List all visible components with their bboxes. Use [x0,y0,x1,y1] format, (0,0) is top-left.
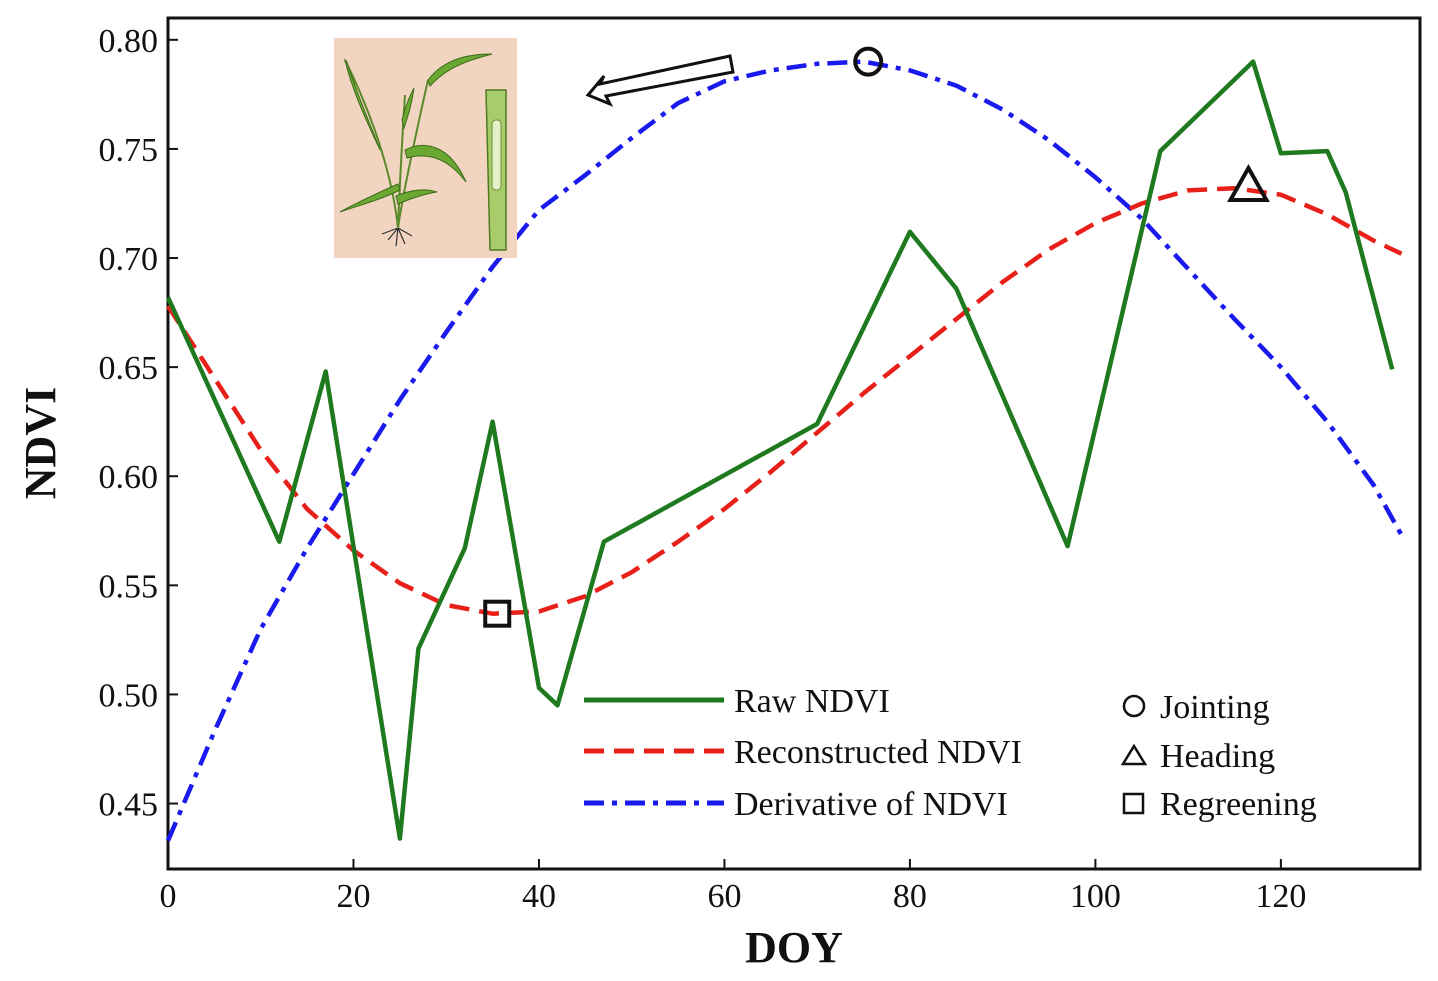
legend-square-icon [1122,792,1145,815]
plot-frame [166,16,1422,871]
plant-leaves [339,53,493,213]
legend-label-derivative: Derivative of NDVI [734,786,1008,823]
y-tick-label: 0.80 [99,23,159,60]
pointer-arrow [585,54,735,107]
x-axis-title: DOY [745,923,843,972]
legend-circle-icon [1122,694,1146,718]
y-tick-label: 0.75 [99,132,159,169]
raw-ndvi-line [165,59,1395,841]
legend-label-reconstructed: Reconstructed NDVI [734,734,1022,771]
x-tick-label: 60 [707,878,741,915]
x-tick-label: 100 [1070,878,1121,915]
y-tick-label: 0.65 [99,350,159,387]
plant-stems [344,59,429,229]
y-tick-label: 0.70 [99,241,159,278]
legend-label-regreening: Regreening [1160,786,1317,823]
x-tick-label: 40 [522,878,556,915]
legend-label-jointing: Jointing [1160,689,1270,726]
legend: Raw NDVI Reconstructed NDVI Derivative o… [584,683,1317,823]
x-tick-label: 0 [160,878,177,915]
y-tick-label: 0.60 [99,459,159,496]
stem-cross-section [485,89,507,251]
x-axis-ticks: 0 20 40 60 80 100 120 [160,859,1306,915]
legend-triangle-icon [1120,743,1148,766]
plant-roots [381,227,413,247]
regreening-marker [483,599,512,628]
x-tick-label: 80 [893,878,927,915]
y-axis-ticks: 0.45 0.50 0.55 0.60 0.65 0.70 0.75 0.80 [99,23,178,824]
reconstructed-ndvi-line [166,185,1403,616]
phenology-markers [483,46,1270,628]
y-tick-label: 0.45 [99,787,159,824]
y-tick-label: 0.50 [99,677,159,714]
legend-label-heading: Heading [1160,738,1275,775]
jointing-marker [853,46,884,77]
y-axis-title: NDVI [16,387,65,499]
y-tick-label: 0.55 [99,568,159,605]
x-tick-label: 20 [336,878,370,915]
heading-marker [1227,163,1270,203]
series-layer [165,59,1404,842]
wheat-plant-illustration [334,38,517,258]
derivative-of-ndvi-line [165,59,1404,842]
legend-label-raw: Raw NDVI [734,683,890,720]
x-tick-label: 120 [1255,878,1306,915]
